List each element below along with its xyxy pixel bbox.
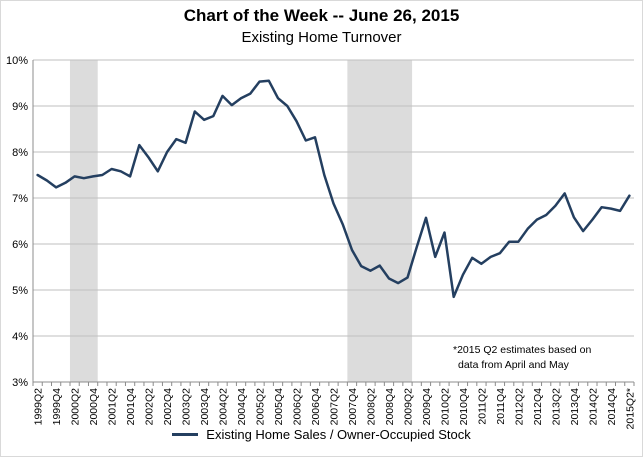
annotation-line-2: data from April and May	[458, 359, 570, 371]
x-tick-label: 2011Q4	[495, 388, 507, 425]
x-tick-label: 2008Q2	[365, 388, 377, 426]
x-tick-label: 2006Q2	[292, 388, 304, 426]
x-tick-label: 2004Q2	[218, 388, 230, 426]
legend: Existing Home Sales / Owner-Occupied Sto…	[0, 427, 643, 442]
legend-line-swatch	[172, 433, 199, 436]
x-tick-label: 1999Q2	[33, 388, 45, 426]
y-tick-label: 5%	[12, 285, 28, 297]
series-layer	[36, 79, 631, 299]
x-tick-label: 2003Q4	[199, 388, 211, 426]
x-tick-label: 2001Q2	[107, 388, 119, 426]
axes	[32, 60, 635, 386]
x-tick-label: 2008Q4	[384, 388, 396, 426]
chart-title: Chart of the Week -- June 26, 2015	[183, 6, 460, 25]
recession-shading-layer	[69, 60, 413, 382]
x-tick-label: 2005Q4	[273, 388, 285, 426]
x-tick-label: 2014Q4	[606, 388, 618, 426]
x-tick-label: 2007Q4	[347, 388, 359, 426]
x-tick-label: 2006Q4	[310, 388, 322, 426]
x-tick-label: 2009Q4	[421, 388, 433, 426]
recession-band-1	[69, 60, 98, 382]
x-tick-label: 2011Q2	[476, 388, 488, 425]
x-tick-label: 2010Q2	[439, 388, 451, 426]
legend-label: Existing Home Sales / Owner-Occupied Sto…	[206, 427, 471, 442]
x-tick-label: 2015Q2*	[624, 388, 636, 429]
chart-subtitle: Existing Home Turnover	[241, 29, 402, 46]
x-tick-label: 2007Q2	[329, 388, 341, 426]
x-tick-label: 2009Q2	[402, 388, 414, 426]
y-tick-label: 4%	[12, 331, 28, 343]
y-tick-label: 8%	[12, 147, 28, 159]
y-tick-labels: 3% 4% 5% 6% 7% 8% 9% 10%	[6, 55, 28, 389]
x-tick-label: 2013Q2	[550, 388, 562, 426]
x-tick-label: 2000Q2	[70, 388, 82, 426]
x-tick-label: 2013Q4	[569, 388, 581, 426]
annotation-line-1: *2015 Q2 estimates based on	[453, 344, 592, 356]
x-tick-label: 2014Q2	[587, 388, 599, 426]
x-tick-label: 2002Q2	[144, 388, 156, 426]
x-tick-label: 2012Q4	[532, 388, 544, 426]
y-tick-label: 3%	[12, 377, 28, 389]
x-tick-label: 2001Q4	[125, 388, 137, 426]
x-tick-label: 2005Q2	[255, 388, 267, 426]
x-tick-labels: 1999Q2 1999Q4 2000Q2 2000Q4 2001Q2 2001Q4 2002…	[33, 388, 637, 430]
x-tick-label: 2003Q2	[181, 388, 193, 426]
recession-band-2	[347, 60, 413, 382]
y-tick-label: 6%	[12, 239, 28, 251]
x-tick-label: 2000Q4	[88, 388, 100, 426]
y-tick-label: 7%	[12, 193, 28, 205]
x-tick-label: 2012Q2	[513, 388, 525, 426]
x-tick-label: 2004Q4	[236, 388, 248, 426]
x-tick-label: 2002Q4	[162, 388, 174, 426]
y-tick-label: 10%	[6, 55, 28, 67]
x-tick-label: 1999Q4	[51, 388, 63, 426]
x-tick-label: 2010Q4	[458, 388, 470, 426]
gridlines	[33, 59, 634, 383]
series-line-existing-home-turnover	[36, 79, 631, 299]
y-tick-label: 9%	[12, 101, 28, 113]
